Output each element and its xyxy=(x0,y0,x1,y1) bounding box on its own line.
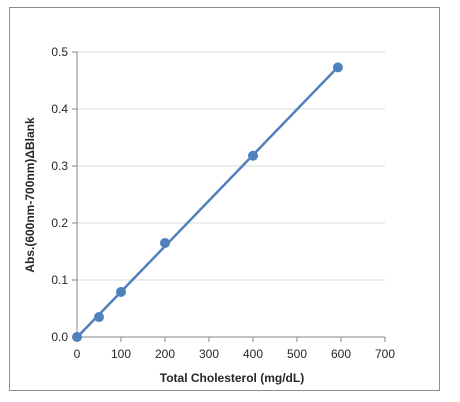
x-tick-label: 100 xyxy=(111,347,131,361)
tick-labels-layer: 0.0 0.1 0.2 0.3 0.4 0.5 0 100 200 300 400 500 600 700 xyxy=(51,45,395,361)
data-point xyxy=(116,286,126,297)
grid-layer xyxy=(77,51,385,281)
trendline-layer xyxy=(76,66,339,339)
trendline xyxy=(76,66,339,339)
data-point xyxy=(94,312,104,323)
x-tick-label: 300 xyxy=(199,347,219,361)
y-axis-title: Abs.(600nm-700nm)ΔBlank xyxy=(23,117,37,273)
y-tick-label: 0.1 xyxy=(51,273,68,287)
x-tick-label: 700 xyxy=(375,347,395,361)
y-tick-label: 0.3 xyxy=(51,159,68,173)
x-tick-label: 500 xyxy=(287,347,307,361)
x-tick-label: 400 xyxy=(243,347,263,361)
chart-frame xyxy=(9,7,440,391)
data-point xyxy=(332,62,343,73)
y-tick-label: 0.2 xyxy=(51,216,68,230)
data-point xyxy=(160,237,170,248)
data-point xyxy=(248,150,258,161)
points-layer xyxy=(72,62,343,342)
x-tick-label: 600 xyxy=(331,347,351,361)
x-tick-label: 0 xyxy=(74,347,81,361)
y-tick-label: 0.4 xyxy=(51,102,68,116)
x-tick-label: 200 xyxy=(155,347,175,361)
data-point xyxy=(72,332,82,342)
y-tick-label: 0.5 xyxy=(51,45,68,59)
x-axis-title: Total Cholesterol (mg/dL) xyxy=(160,371,304,385)
y-tick-label: 0.0 xyxy=(51,330,68,344)
axis-layer xyxy=(72,51,386,342)
